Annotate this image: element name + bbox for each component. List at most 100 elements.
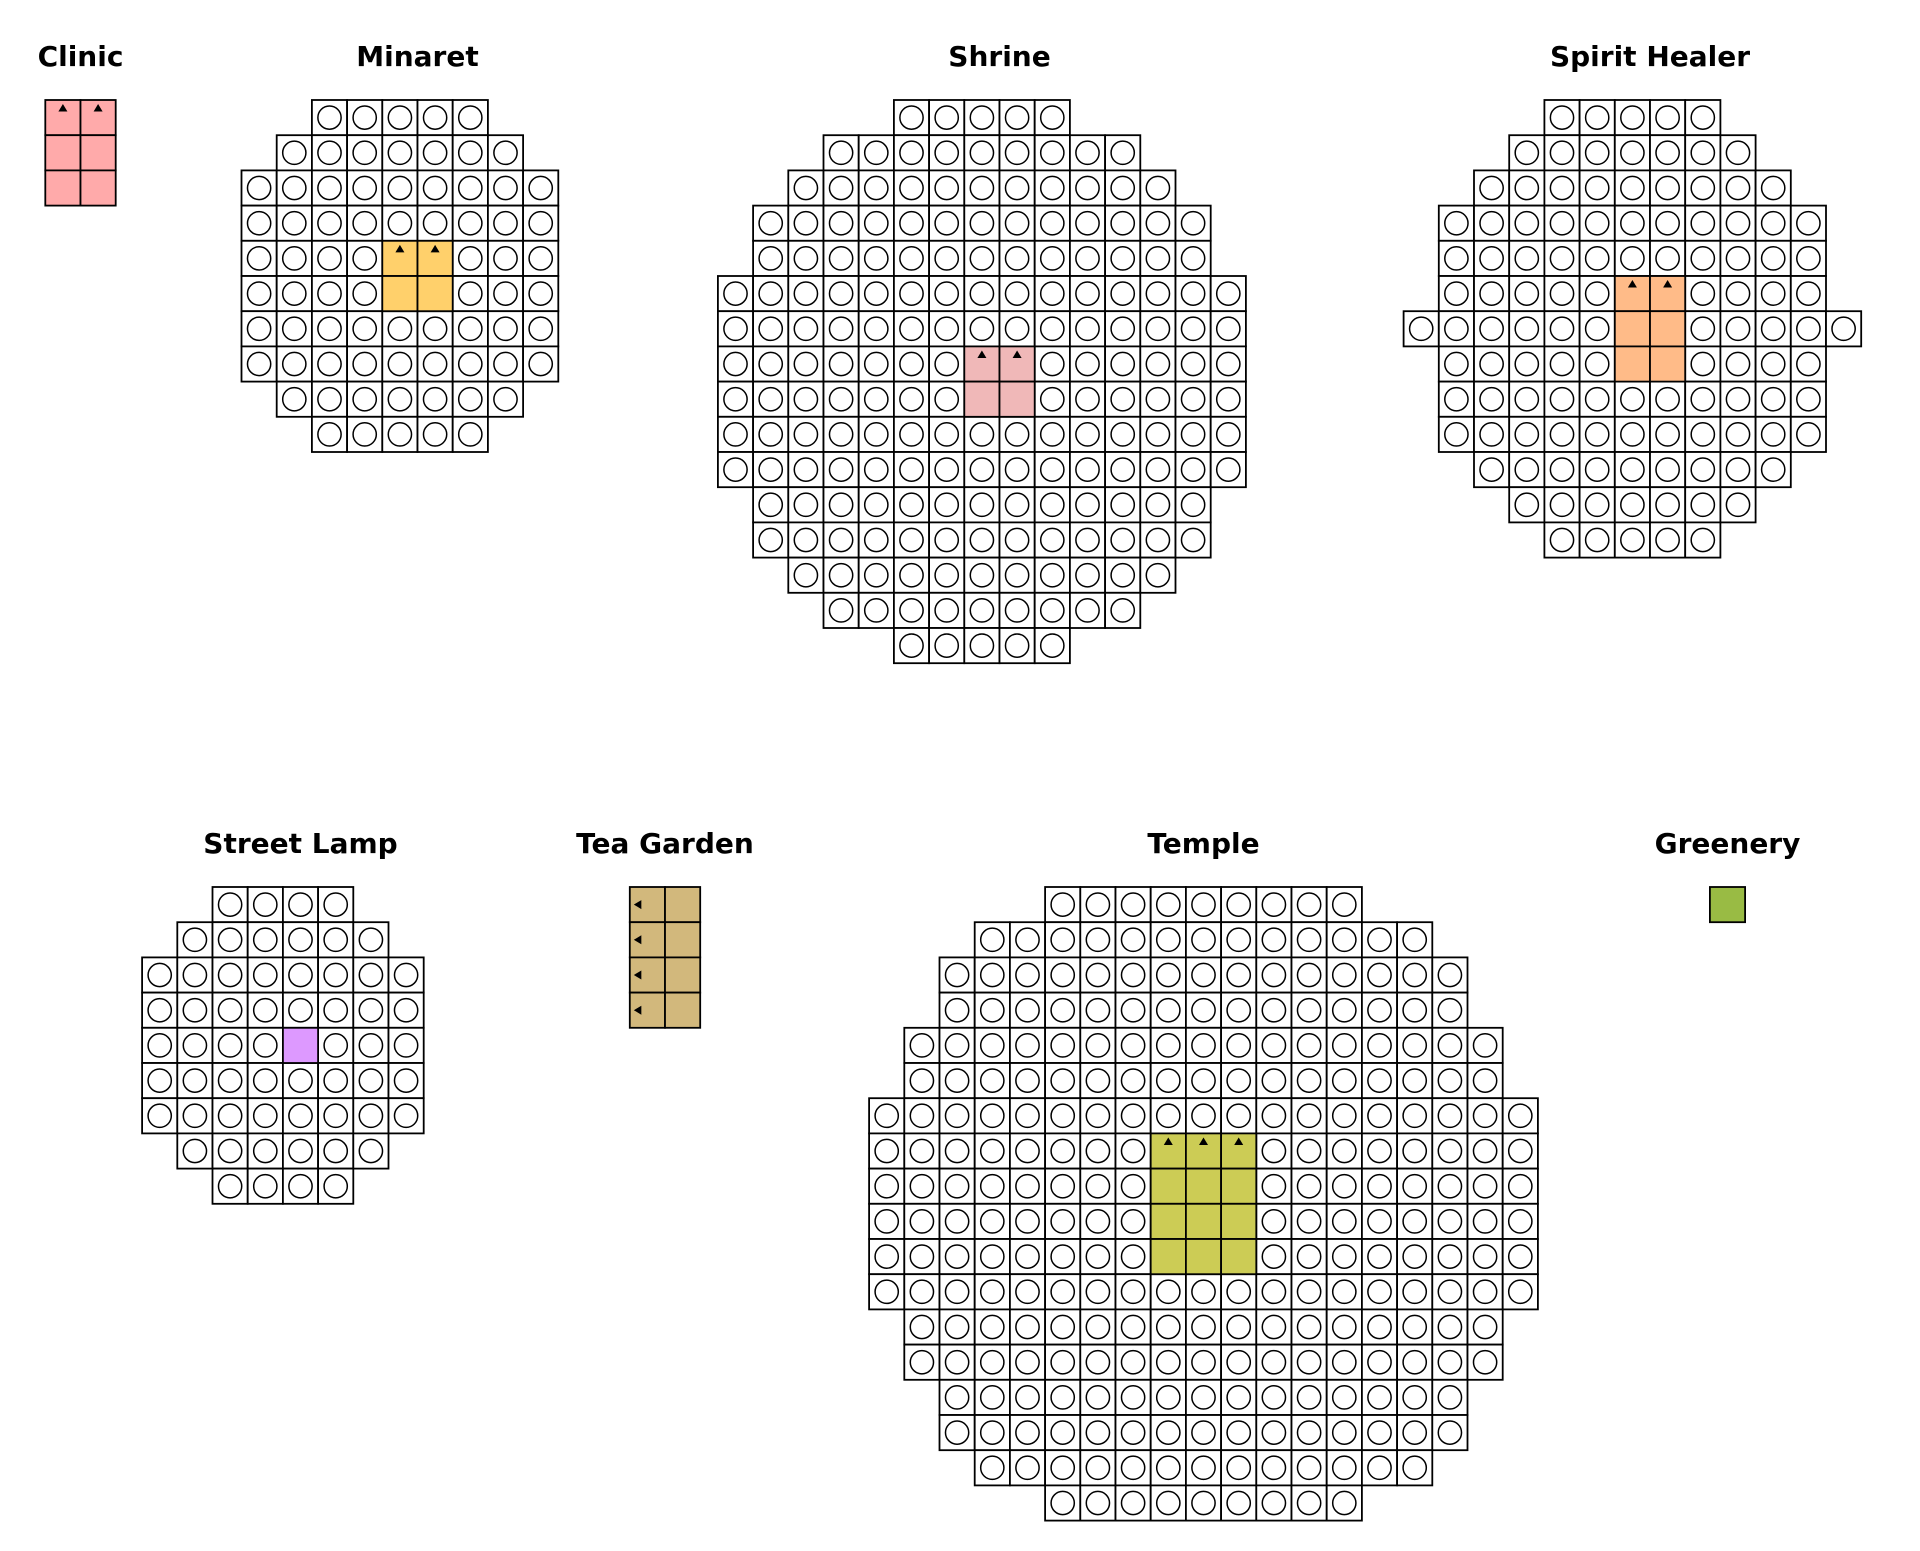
influence-ring (217, 1068, 243, 1093)
influence-ring (874, 1279, 900, 1305)
influence-ring (1085, 1279, 1111, 1305)
influence-ring (1015, 1068, 1040, 1093)
influence-ring (1039, 105, 1065, 130)
influence-ring (1296, 1490, 1322, 1516)
minaret-footprint-cell (381, 275, 419, 313)
influence-ring (281, 281, 307, 306)
influence-ring (1549, 210, 1575, 236)
influence-ring (317, 422, 342, 447)
influence-ring (1085, 1103, 1111, 1129)
influence-ring (874, 1209, 900, 1234)
influence-ring (1085, 1068, 1111, 1093)
influence-ring (1015, 1349, 1040, 1375)
influence-ring (1085, 997, 1111, 1023)
influence-ring (493, 351, 518, 377)
influence-ring (1367, 1138, 1392, 1164)
influence-ring (1331, 1314, 1357, 1340)
influence-ring (979, 1279, 1005, 1305)
influence-ring (1085, 962, 1111, 988)
influence-ring (828, 457, 854, 482)
influence-ring (899, 633, 924, 658)
influence-ring (1408, 316, 1434, 342)
influence-ring (1296, 927, 1322, 953)
influence-ring (323, 1068, 349, 1093)
influence-ring (1075, 175, 1100, 201)
influence-ring (1261, 1490, 1287, 1516)
influence-ring (1655, 386, 1680, 412)
influence-ring (147, 962, 173, 988)
influence-ring (979, 1068, 1005, 1093)
influence-ring (1075, 492, 1100, 518)
influence-ring (1620, 246, 1645, 271)
greenery-footprint-cell (1709, 886, 1747, 924)
influence-ring (1191, 1033, 1216, 1058)
influence-ring (1110, 492, 1136, 518)
influence-ring (1110, 210, 1136, 236)
influence-ring (1690, 210, 1716, 236)
tea-garden-footprint-cell (664, 886, 702, 924)
influence-ring (1367, 997, 1392, 1023)
influence-ring (1110, 457, 1136, 482)
influence-ring (182, 1103, 208, 1129)
influence-ring (1180, 246, 1206, 271)
influence-ring (317, 351, 342, 377)
influence-ring (899, 527, 924, 553)
influence-ring (1437, 1103, 1463, 1129)
influence-ring (1690, 386, 1716, 412)
influence-ring (1796, 210, 1821, 236)
influence-ring (1331, 1455, 1357, 1481)
influence-ring (352, 316, 378, 342)
influence-ring (863, 281, 889, 306)
influence-ring (288, 962, 313, 988)
influence-ring (252, 892, 278, 917)
influence-ring (1760, 246, 1786, 271)
influence-ring (1296, 1209, 1322, 1234)
influence-ring (1110, 140, 1136, 166)
influence-ring (909, 1244, 935, 1269)
influence-ring (493, 210, 518, 236)
influence-ring (1472, 1103, 1498, 1129)
influence-ring (358, 927, 384, 953)
influence-ring (1402, 1068, 1428, 1093)
influence-ring (1015, 997, 1040, 1023)
influence-ring (422, 316, 448, 342)
influence-ring (1261, 1420, 1287, 1445)
influence-ring (1085, 1244, 1111, 1269)
influence-ring (1760, 281, 1786, 306)
influence-ring (1437, 1349, 1463, 1375)
influence-ring (969, 422, 995, 447)
influence-ring (1261, 1068, 1287, 1093)
influence-ring (934, 386, 960, 412)
influence-ring (1584, 457, 1610, 482)
influence-ring (1620, 210, 1645, 236)
influence-ring (1180, 492, 1206, 518)
influence-ring (934, 527, 960, 553)
influence-ring (352, 140, 378, 166)
influence-ring (1584, 386, 1610, 412)
influence-ring (1725, 386, 1751, 412)
influence-ring (1296, 1349, 1322, 1375)
influence-ring (863, 316, 889, 342)
influence-ring (457, 351, 483, 377)
influence-ring (1191, 1314, 1216, 1340)
influence-ring (828, 527, 854, 553)
influence-ring (1191, 1420, 1216, 1445)
influence-ring (288, 1173, 313, 1199)
influence-ring (1796, 316, 1821, 342)
influence-ring (1331, 1420, 1357, 1445)
influence-ring (288, 1068, 313, 1093)
influence-ring (1690, 175, 1716, 201)
influence-ring (352, 246, 378, 271)
influence-ring (1549, 527, 1575, 553)
influence-ring (1437, 1033, 1463, 1058)
influence-ring (934, 210, 960, 236)
influence-ring (1050, 892, 1076, 917)
influence-ring (528, 175, 554, 201)
influence-ring (1120, 1455, 1146, 1481)
influence-ring (1725, 140, 1751, 166)
temple-footprint-cell (1185, 1202, 1223, 1240)
influence-ring (1296, 1455, 1322, 1481)
influence-ring (317, 175, 342, 201)
influence-ring (387, 386, 413, 412)
influence-ring (1075, 281, 1100, 306)
